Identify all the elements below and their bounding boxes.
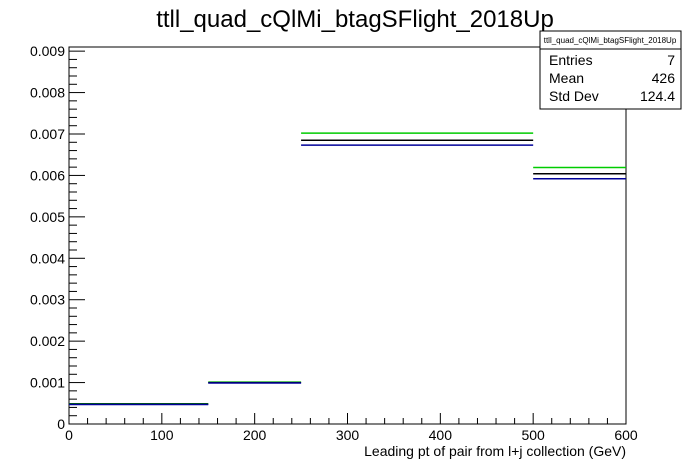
x-tick-label: 400 — [429, 427, 453, 443]
x-tick-label: 500 — [521, 427, 545, 443]
chart-title: ttll_quad_cQlMi_btagSFlight_2018Up — [156, 6, 554, 33]
y-tick-label: 0.007 — [30, 126, 65, 142]
stats-stddev-value: 124.4 — [640, 88, 675, 104]
y-tick-label: 0.002 — [30, 333, 65, 349]
y-axis-ticks: 0 0.001 0.002 0.003 0.004 0.005 0.006 0.007 0.00… — [30, 43, 85, 432]
stats-stddev-label: Std Dev — [549, 88, 599, 104]
y-tick-label: 0.006 — [30, 167, 65, 183]
y-tick-label: 0.003 — [30, 292, 65, 308]
y-tick-label: 0.009 — [30, 43, 65, 59]
x-tick-label: 300 — [336, 427, 360, 443]
stats-entries-value: 7 — [667, 52, 675, 68]
y-tick-label: 0.004 — [30, 250, 65, 266]
stats-box: ttll_quad_cQlMi_btagSFlight_2018Up Entri… — [539, 30, 682, 110]
stats-mean-value: 426 — [652, 70, 676, 86]
x-axis-title: Leading pt of pair from l+j collection (… — [364, 443, 626, 459]
stats-box-title: ttll_quad_cQlMi_btagSFlight_2018Up — [544, 36, 677, 45]
x-axis-ticks: 0 100 200 300 400 500 600 — [65, 413, 638, 443]
y-tick-label: 0.001 — [30, 375, 65, 391]
x-tick-label: 600 — [614, 427, 638, 443]
y-tick-label: 0 — [57, 416, 65, 432]
stats-mean-label: Mean — [549, 70, 584, 86]
stats-entries-label: Entries — [549, 52, 593, 68]
y-tick-label: 0.008 — [30, 85, 65, 101]
histogram-series — [69, 132, 626, 406]
x-tick-label: 200 — [243, 427, 267, 443]
y-tick-label: 0.005 — [30, 209, 65, 225]
x-tick-label: 0 — [65, 427, 73, 443]
x-tick-label: 100 — [150, 427, 174, 443]
stats-box-frame — [539, 30, 682, 110]
